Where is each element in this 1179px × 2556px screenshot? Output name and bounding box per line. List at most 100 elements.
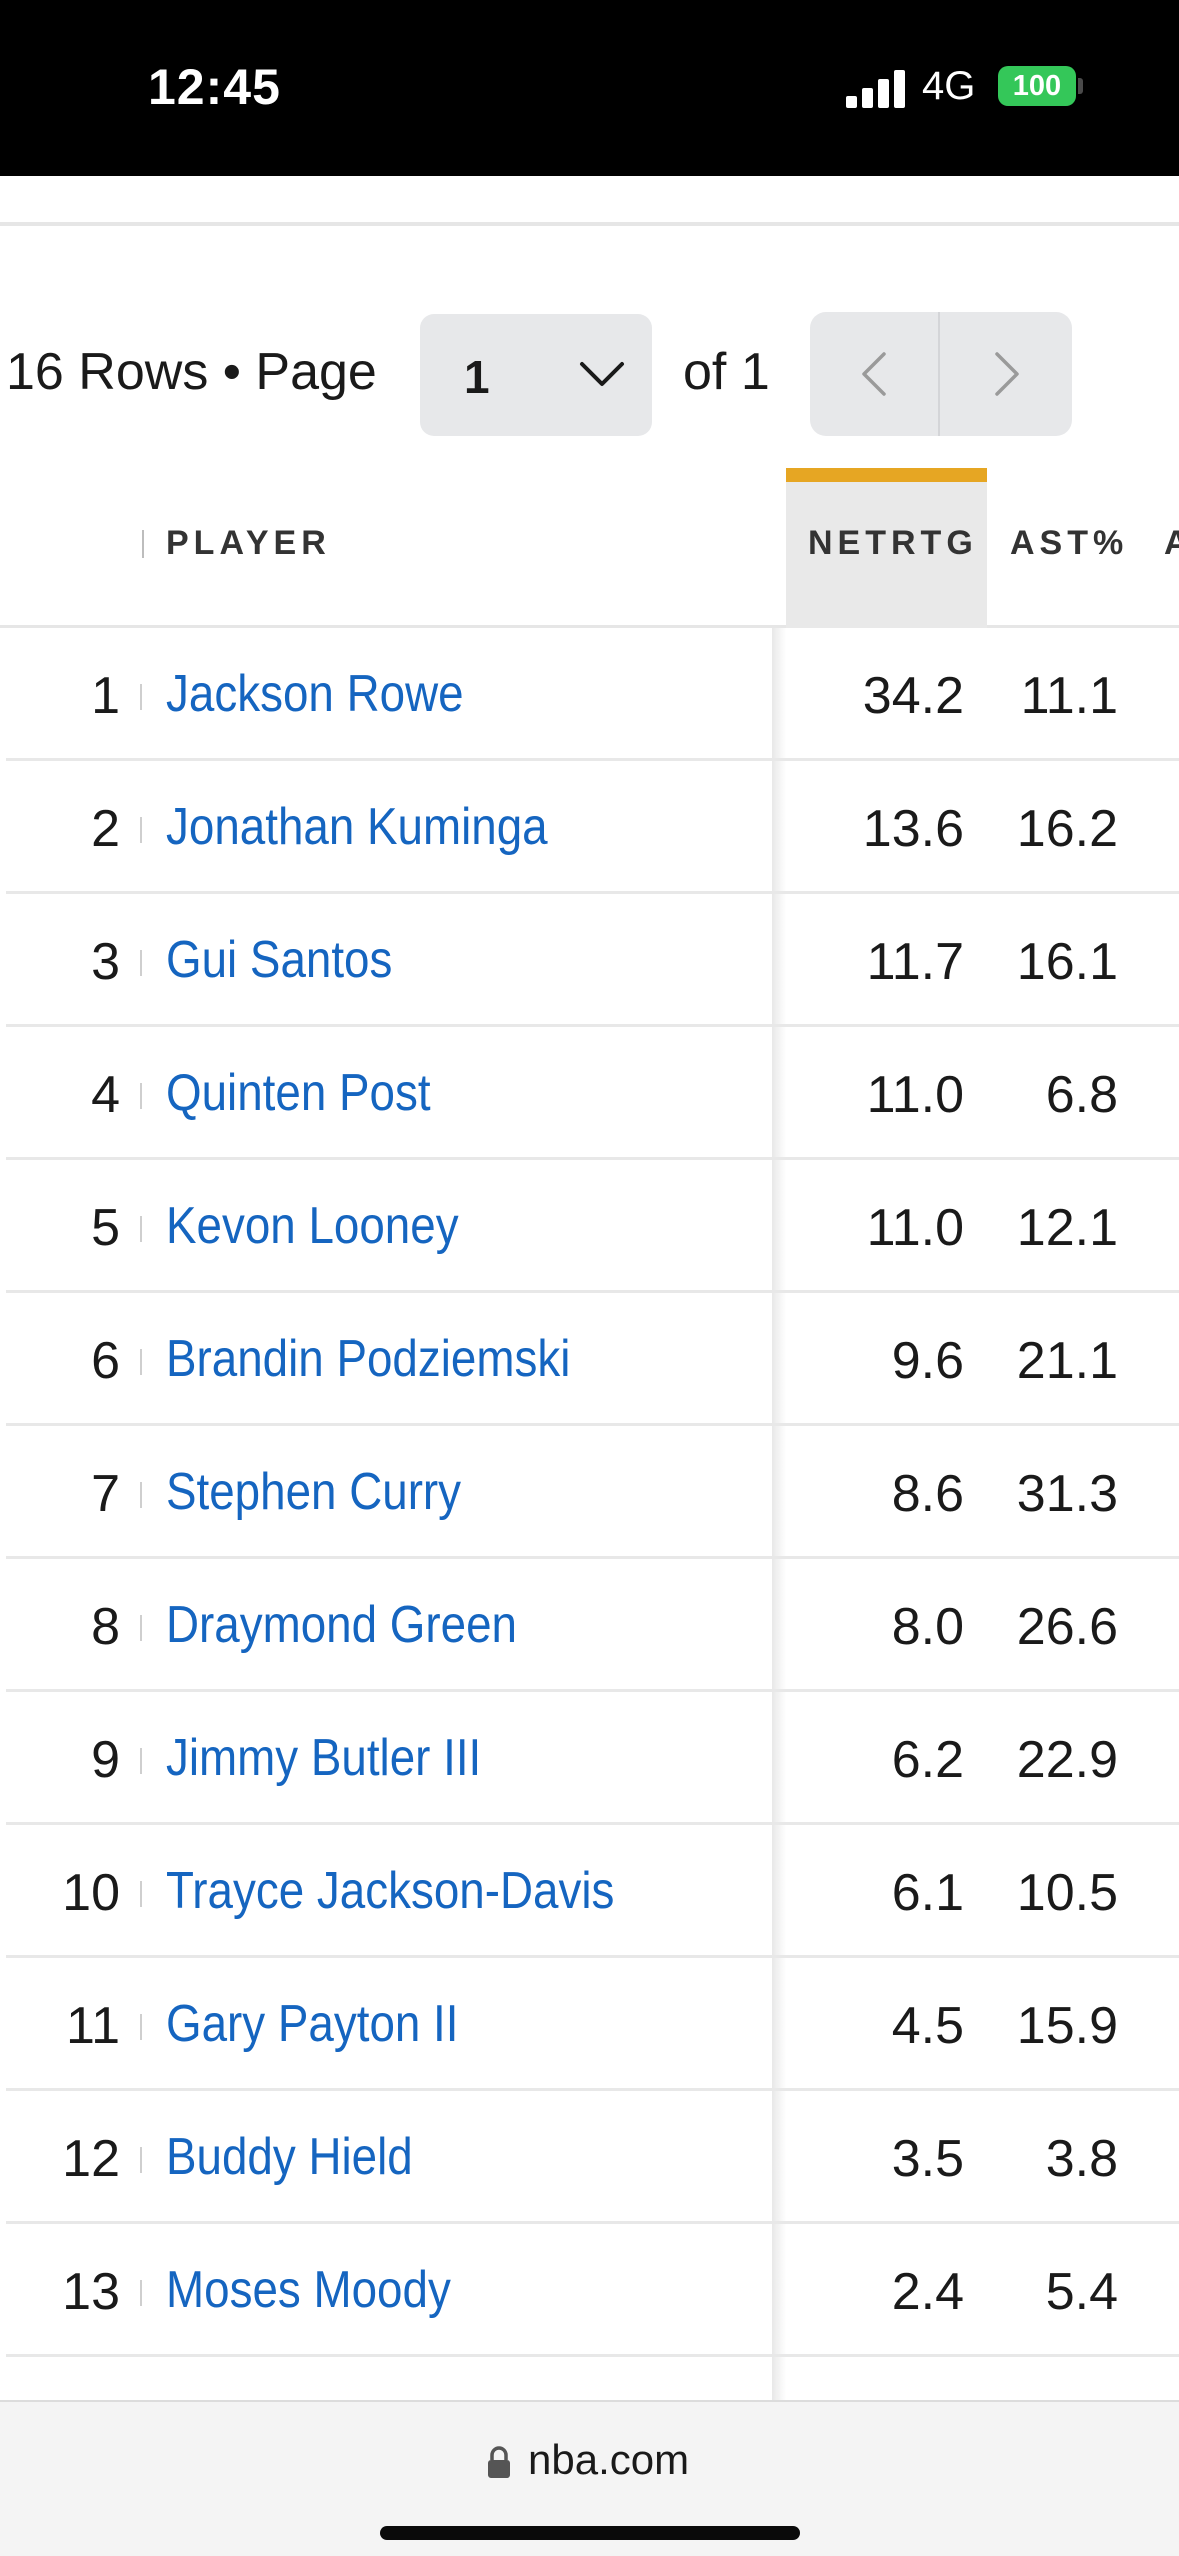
page-select-value: 1: [464, 351, 490, 403]
row-divider: [140, 950, 142, 976]
table-row: 12 Buddy Hield 3.5 3.8: [0, 2091, 1179, 2224]
table-row: 14 Kevin Knox II 2.0 9.1: [0, 2357, 1179, 2400]
ast-pct-value: 11.1: [1020, 667, 1118, 725]
ast-pct-value: 31.3: [1016, 1465, 1118, 1523]
row-divider: [140, 2280, 142, 2306]
pagination-bar: 16 Rows • Page 1 of 1: [0, 310, 1179, 438]
player-link[interactable]: Brandin Podziemski: [166, 1330, 571, 1388]
netrtg-value: 4.5: [891, 1997, 964, 2055]
netrtg-value: 8.6: [891, 1465, 964, 1523]
netrtg-value: 6.2: [891, 1731, 964, 1789]
row-separator: [6, 1955, 1179, 1958]
row-divider: [140, 1216, 142, 1242]
table-row: 8 Draymond Green 8.0 26.6: [0, 1559, 1179, 1692]
table-row: 6 Brandin Podziemski 9.6 21.1: [0, 1293, 1179, 1426]
column-header-ast-pct[interactable]: AST%: [1010, 524, 1129, 562]
row-rank: 11: [66, 1997, 120, 2055]
table-row: 13 Moses Moody 2.4 5.4: [0, 2224, 1179, 2357]
row-divider: [140, 2147, 142, 2173]
player-link[interactable]: Moses Moody: [166, 2261, 451, 2319]
battery-nub: [1078, 78, 1083, 94]
browser-address-bar[interactable]: nba.com: [0, 2400, 1179, 2556]
player-link[interactable]: Buddy Hield: [166, 2128, 413, 2186]
row-separator: [6, 1290, 1179, 1293]
next-page-button[interactable]: [941, 312, 1071, 436]
row-divider: [140, 684, 142, 710]
row-rank: 6: [91, 1332, 120, 1390]
table-row: 3 Gui Santos 11.7 16.1: [0, 894, 1179, 1027]
row-rank: 1: [91, 667, 120, 725]
ast-pct-value: 26.6: [1016, 1598, 1118, 1656]
ast-pct-value: 6.8: [1045, 1066, 1118, 1124]
previous-page-button[interactable]: [810, 312, 940, 436]
status-bar: 12:45 4G 100: [0, 0, 1179, 176]
ast-pct-value: 3.8: [1045, 2130, 1118, 2188]
player-link[interactable]: Jonathan Kuminga: [166, 798, 548, 856]
column-header-netrtg[interactable]: NETRTG: [808, 524, 978, 562]
row-separator: [6, 891, 1179, 894]
player-link[interactable]: Draymond Green: [166, 1596, 517, 1654]
ast-pct-value: 5.4: [1045, 2263, 1118, 2321]
player-link[interactable]: Trayce Jackson-Davis: [166, 1862, 615, 1920]
page-select[interactable]: 1: [420, 314, 652, 436]
page-total-label: of 1: [683, 343, 770, 401]
row-separator: [6, 758, 1179, 761]
table-row: 11 Gary Payton II 4.5 15.9: [0, 1958, 1179, 2091]
ast-pct-value: 15.9: [1016, 1997, 1118, 2055]
row-divider: [140, 1349, 142, 1375]
player-link[interactable]: Gui Santos: [166, 931, 393, 989]
netrtg-value: 6.1: [891, 1864, 964, 1922]
row-separator: [6, 1157, 1179, 1160]
stats-table: PLAYER NETRTG AST% A 1 Jackson Rowe 34.2 11…: [0, 468, 1179, 2400]
sorted-column-highlight: [786, 468, 987, 628]
netrtg-value: 13.6: [862, 800, 964, 858]
row-rank: 14: [20, 2395, 120, 2400]
player-link[interactable]: Kevon Looney: [166, 1197, 459, 1255]
row-divider: [140, 1615, 142, 1641]
player-link[interactable]: Quinten Post: [166, 1064, 431, 1122]
row-divider: [140, 1482, 142, 1508]
netrtg-value: 2.0: [786, 2395, 964, 2400]
table-row: 2 Jonathan Kuminga 13.6 16.2: [0, 761, 1179, 894]
table-row: 4 Quinten Post 11.0 6.8: [0, 1027, 1179, 1160]
row-rank: 9: [91, 1731, 120, 1789]
ast-pct-value: 12.1: [1016, 1199, 1118, 1257]
netrtg-value: 9.6: [891, 1332, 964, 1390]
column-header-partial[interactable]: A: [1164, 524, 1179, 563]
ast-pct-value: 9.1: [990, 2395, 1118, 2400]
row-separator: [6, 2088, 1179, 2091]
page-nav-group: [810, 312, 1072, 436]
battery-icon: 100: [998, 66, 1076, 106]
chevron-left-icon: [862, 352, 886, 396]
url-label: nba.com: [528, 2436, 690, 2483]
row-rank: 7: [91, 1465, 120, 1523]
netrtg-value: 11.0: [866, 1066, 964, 1124]
netrtg-value: 3.5: [891, 2130, 964, 2188]
row-separator: [6, 1822, 1179, 1825]
collapsed-header-strip: [0, 176, 1179, 226]
row-divider: [140, 1083, 142, 1109]
row-separator: [6, 1024, 1179, 1027]
player-link[interactable]: Kevin Knox II: [166, 2393, 436, 2400]
netrtg-value: 34.2: [862, 667, 964, 725]
ast-pct-value: 16.1: [1016, 933, 1118, 991]
ast-pct-value: 22.9: [1016, 1731, 1118, 1789]
player-link[interactable]: Stephen Curry: [166, 1463, 462, 1521]
chevron-right-icon: [995, 352, 1019, 396]
player-link[interactable]: Gary Payton II: [166, 1995, 459, 2053]
column-header-player[interactable]: PLAYER: [166, 524, 331, 562]
row-rank: 8: [91, 1598, 120, 1656]
home-indicator[interactable]: [380, 2526, 800, 2540]
row-separator: [6, 1423, 1179, 1426]
netrtg-value: 2.4: [891, 2263, 964, 2321]
player-link[interactable]: Jackson Rowe: [166, 665, 464, 723]
row-divider: [140, 1881, 142, 1907]
table-row: 5 Kevon Looney 11.0 12.1: [0, 1160, 1179, 1293]
player-link[interactable]: Jimmy Butler III: [166, 1729, 482, 1787]
netrtg-value: 11.7: [866, 933, 964, 991]
row-separator: [6, 2221, 1179, 2224]
row-rank: 10: [62, 1864, 120, 1922]
header-divider: [142, 530, 144, 558]
status-time: 12:45: [148, 59, 281, 115]
